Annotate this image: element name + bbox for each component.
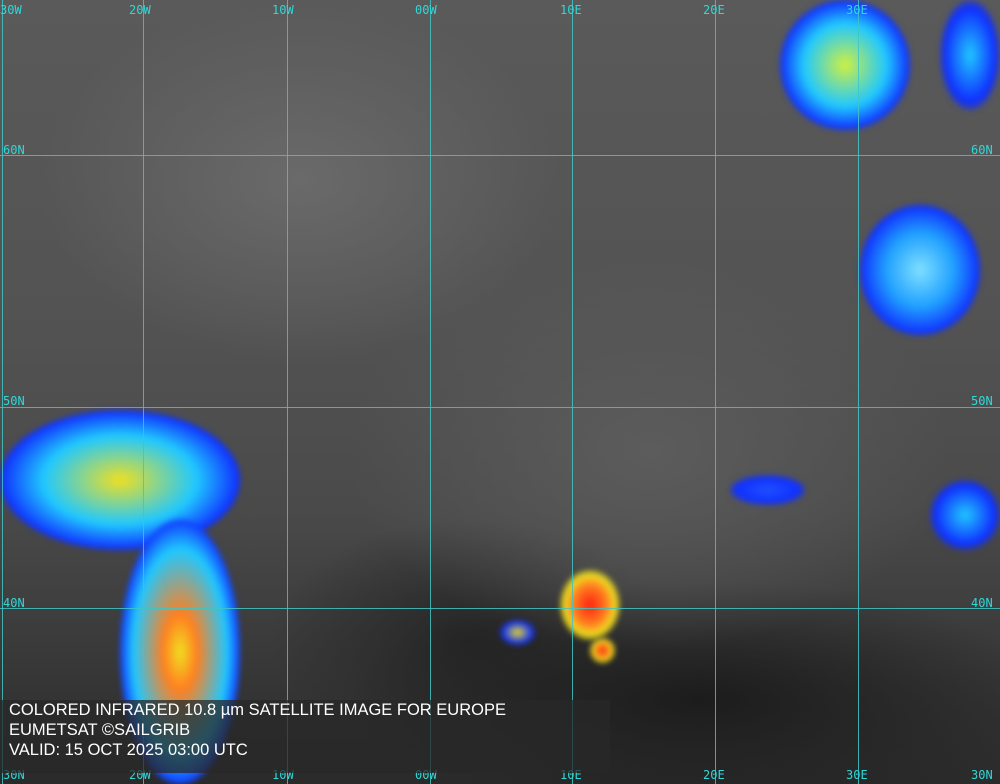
left-label: 50N (3, 394, 25, 408)
meridian-20e (715, 0, 716, 784)
meridian-10w (287, 0, 288, 784)
caption-title: COLORED INFRARED 10.8 µm SATELLITE IMAGE… (9, 701, 506, 719)
image-caption: COLORED INFRARED 10.8 µm SATELLITE IMAGE… (0, 700, 610, 773)
meridian-30w (2, 0, 3, 784)
cloud-northeast (780, 0, 910, 130)
cloud-blacksea (930, 480, 1000, 550)
top-label: 20W (129, 3, 151, 17)
meridian-20w (143, 0, 144, 784)
bottom-label: 30N (971, 768, 993, 782)
cloud-northeast-2 (940, 0, 1000, 110)
meridian-10e (572, 0, 573, 784)
bottom-label: 30E (846, 768, 868, 782)
top-label: 20E (703, 3, 725, 17)
top-label: 10W (272, 3, 294, 17)
storm-italy-south (590, 638, 615, 663)
cloud-romania (730, 475, 805, 505)
storm-italy (560, 570, 620, 640)
cloud-mediterranean (500, 620, 535, 645)
left-label: 60N (3, 143, 25, 157)
top-label: 30E (846, 3, 868, 17)
caption-credit: EUMETSAT ©SAILGRIB (9, 721, 191, 739)
top-label: 10E (560, 3, 582, 17)
bottom-label: 20E (703, 768, 725, 782)
parallel-50n (0, 407, 1000, 408)
right-label: 50N (971, 394, 993, 408)
right-label: 40N (971, 596, 993, 610)
top-label: 30W (0, 3, 22, 17)
caption-valid-time: VALID: 15 OCT 2025 03:00 UTC (9, 741, 248, 759)
parallel-40n (0, 608, 1000, 609)
cloud-russia (860, 205, 980, 335)
cloud-band-atlantic (0, 410, 240, 550)
left-label: 40N (3, 596, 25, 610)
meridian-30e (858, 0, 859, 784)
top-label: 00W (415, 3, 437, 17)
meridian-0 (430, 0, 431, 784)
parallel-60n (0, 155, 1000, 156)
right-label: 60N (971, 143, 993, 157)
